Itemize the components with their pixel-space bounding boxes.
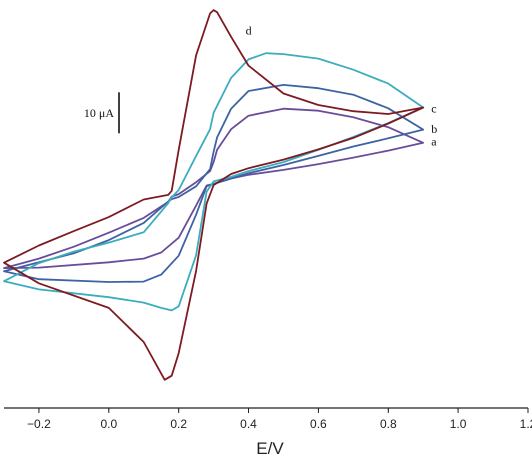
series-line-c (3, 52, 425, 312)
scale-bar-label: 10 μA (84, 106, 114, 120)
curve-labels: abc d (246, 24, 438, 149)
series-label-c: c (431, 102, 436, 116)
x-axis: −0.2 0.0 0.2 0.4 0.6 0.8 1.0 1.2 E/V (4, 407, 532, 458)
series-label-d: d (246, 24, 252, 38)
plot-curves (3, 9, 425, 381)
x-axis-title: E/V (256, 439, 284, 458)
series-label-b: b (431, 122, 437, 136)
series-label-a: a (431, 135, 437, 149)
x-tick-label: 0.8 (380, 417, 397, 431)
scale-bar: 10 μA (84, 92, 120, 134)
x-tick-label: 0.0 (100, 417, 117, 431)
x-tick-label: 1.0 (450, 417, 467, 431)
series-line-a (3, 107, 425, 269)
x-axis-ticks: −0.2 0.0 0.2 0.4 0.6 0.8 1.0 1.2 (27, 408, 532, 431)
x-tick-label: 1.2 (520, 417, 532, 431)
x-tick-label: 0.4 (240, 417, 257, 431)
x-tick-label: 0.6 (310, 417, 327, 431)
series-line-d (3, 9, 425, 381)
x-tick-label: −0.2 (27, 417, 51, 431)
x-tick-label: 0.2 (170, 417, 187, 431)
